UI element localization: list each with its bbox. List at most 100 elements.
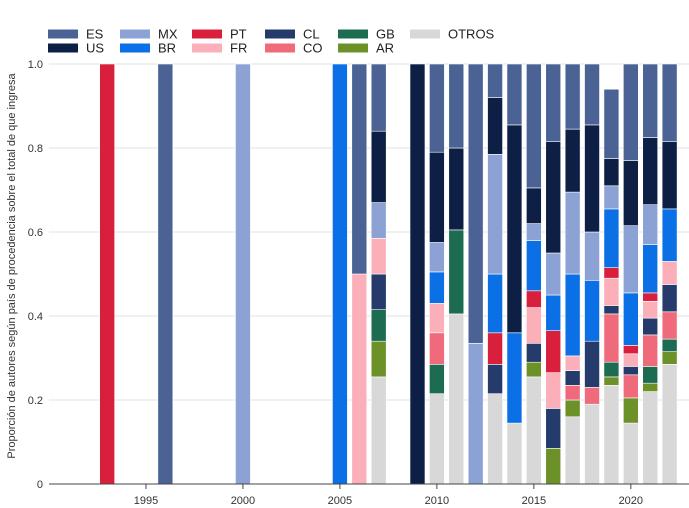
bar-segment: [661, 363, 678, 485]
bar-segment: [370, 273, 387, 311]
bar-segment: [506, 124, 523, 334]
legend-label: OTROS: [448, 27, 495, 42]
bar-segment: [661, 351, 678, 365]
bar-segment: [526, 361, 542, 378]
bar-segment: [584, 63, 600, 126]
legend-swatch: [48, 29, 78, 39]
bar-segment: [526, 290, 542, 308]
bar-segment: [623, 397, 639, 424]
bar-segment: [623, 292, 639, 346]
bar-segment: [623, 225, 639, 294]
bar-segment: [623, 422, 639, 485]
bar-segment: [545, 63, 562, 142]
bar-segment: [545, 252, 562, 296]
bar-segment: [370, 63, 387, 132]
bar-segment: [603, 384, 620, 485]
bar-segment: [448, 63, 465, 149]
bar-segment: [467, 63, 484, 344]
bar-segment: [506, 63, 523, 126]
bar-segment: [545, 447, 562, 485]
legend-swatch: [192, 29, 222, 39]
bar-segment: [467, 342, 484, 485]
y-axis-title: Proporción de autores según país de proc…: [6, 72, 18, 458]
legend-label: US: [86, 41, 104, 56]
bar-segment: [429, 332, 445, 365]
bar-segment: [603, 88, 620, 159]
bar-segment: [642, 382, 659, 392]
bar-segment: [642, 204, 659, 245]
bar-segment: [545, 372, 562, 409]
bar-segment: [448, 229, 465, 315]
legend-label: CO: [303, 41, 323, 56]
bar-segment: [506, 332, 523, 424]
y-tick-label: 0.8: [28, 143, 43, 155]
legend-label: CL: [303, 27, 320, 42]
bar-segment: [584, 403, 600, 485]
y-tick-label: 0: [37, 479, 43, 491]
x-tick-label: 2020: [619, 495, 643, 507]
bar-segment: [448, 147, 465, 231]
bar-segment: [351, 63, 368, 275]
bar-segment: [487, 393, 503, 485]
y-tick-label: 0.6: [28, 227, 43, 239]
bar-segment: [623, 63, 639, 161]
legend-swatch: [265, 29, 295, 39]
bar-segment: [429, 393, 445, 485]
bar-segment: [99, 63, 115, 485]
legend-label: PT: [230, 27, 247, 42]
bar-segment: [564, 355, 581, 371]
y-tick-label: 0.4: [28, 311, 43, 323]
bar-segment: [603, 267, 620, 279]
bar-segment: [603, 277, 620, 306]
legend-label: AR: [376, 41, 394, 56]
bar-segment: [370, 309, 387, 342]
bar-segment: [487, 332, 503, 365]
bar-segment: [661, 208, 678, 262]
bar-segment: [429, 363, 445, 394]
bar-segment: [564, 191, 581, 275]
legend-label: BR: [158, 41, 176, 56]
bar-segment: [661, 284, 678, 313]
bar-segment: [642, 334, 659, 367]
bar-segment: [370, 130, 387, 203]
bar-segment: [370, 238, 387, 275]
bar-segment: [642, 366, 659, 384]
bar-segment: [545, 294, 562, 332]
bar-segment: [157, 63, 174, 485]
bar-segment: [661, 63, 678, 142]
bar-segment: [584, 231, 600, 281]
bar-segment: [642, 137, 659, 205]
bar-segment: [603, 313, 620, 363]
bar-segment: [332, 63, 348, 485]
bar-segment: [661, 261, 678, 285]
bar-segment: [487, 63, 503, 98]
bar-segment: [661, 311, 678, 340]
bar-segment: [623, 353, 639, 367]
legend-swatch: [48, 43, 78, 53]
axes: 0 0.2 0.4 0.6 0.8 1.0 1995 2000 2005 2010 2015 2020: [28, 59, 689, 507]
bar-segment: [487, 97, 503, 155]
bar-segment: [661, 338, 678, 353]
bar-segment: [603, 158, 620, 187]
bar-segment: [661, 141, 678, 210]
bar-segment: [603, 305, 620, 315]
bar-segment: [603, 208, 620, 268]
x-tick-label: 2000: [231, 495, 255, 507]
bar-segment: [526, 307, 542, 344]
legend-swatch: [338, 43, 368, 53]
legend-swatch: [192, 43, 222, 53]
bar-segment: [487, 363, 503, 394]
bar-segment: [448, 313, 465, 485]
bar-segment: [526, 223, 542, 241]
bar-segment: [584, 387, 600, 405]
x-tick-label: 1995: [134, 495, 158, 507]
bar-segment: [603, 361, 620, 378]
bar-segment: [642, 244, 659, 294]
bar-segment: [370, 340, 387, 378]
bar-segment: [564, 416, 581, 485]
legend-swatch: [410, 29, 440, 39]
legend-swatch: [265, 43, 295, 53]
bar-segment: [506, 422, 523, 485]
y-tick-label: 1.0: [28, 59, 43, 71]
